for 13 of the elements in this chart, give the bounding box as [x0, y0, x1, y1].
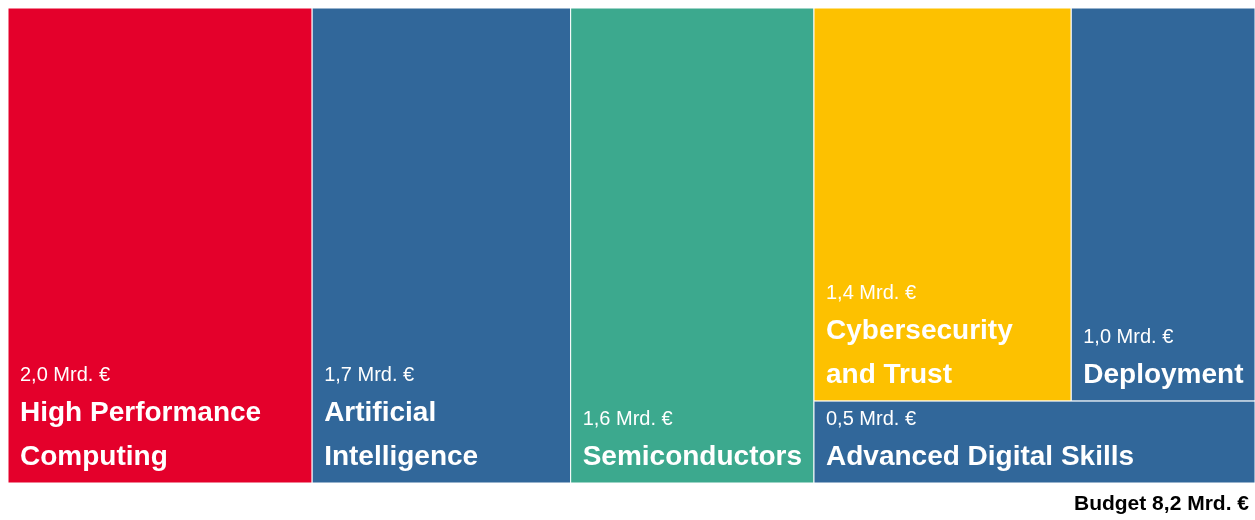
category-label: Cybersecurity and Trust	[825, 314, 1014, 390]
data-label: 0,5 Mrd. €	[825, 407, 917, 429]
category-label: High Performance Computing	[20, 396, 262, 471]
category-label: Artificial Intelligence	[324, 396, 479, 471]
data-label: 1,6 Mrd. €	[582, 407, 673, 429]
data-label: 1,4 Mrd. €	[825, 281, 917, 304]
category-label: Semiconductors	[582, 440, 803, 471]
data-label: 2,0 Mrd. €	[20, 363, 111, 385]
data-label: 1,7 Mrd. €	[324, 363, 415, 385]
text: Budget 8,2 Mrd. €	[1073, 491, 1250, 514]
data-label: 1,0 Mrd. €	[1083, 325, 1174, 348]
category-label: Deployment	[1083, 358, 1244, 390]
category-label: Advanced Digital Skills	[825, 440, 1135, 471]
